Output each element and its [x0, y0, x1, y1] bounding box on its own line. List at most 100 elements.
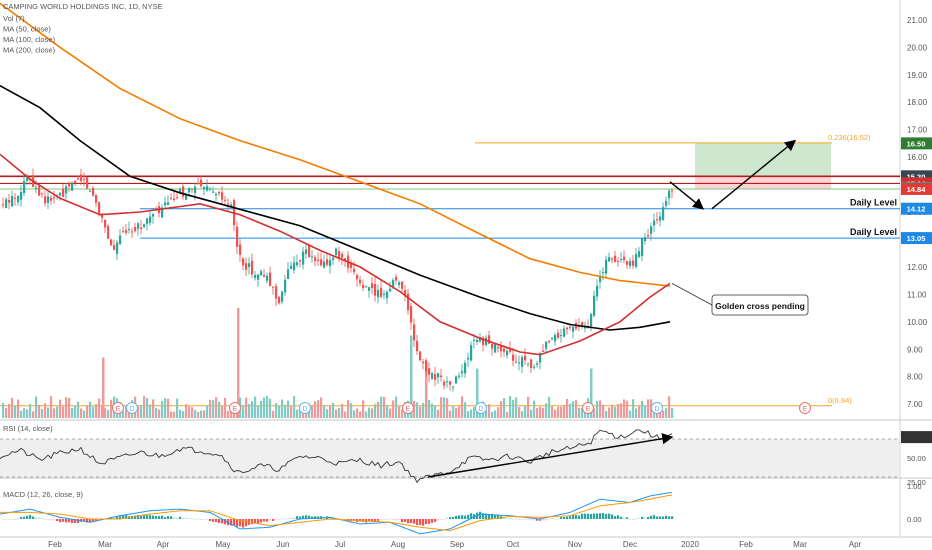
candle-body [329, 260, 332, 267]
price-label-badge [901, 202, 932, 215]
volume-bar [86, 405, 89, 418]
candle-body [602, 272, 605, 274]
volume-bar [221, 406, 224, 418]
candle-body [53, 197, 56, 199]
x-tick-label: Apr [157, 540, 170, 549]
macd-histogram-bar [17, 518, 20, 520]
volume-bar [488, 404, 491, 418]
macd-histogram-bar [188, 518, 191, 520]
volume-bar [269, 398, 272, 418]
volume-bar [539, 406, 542, 418]
dividend-marker-icon[interactable] [299, 402, 311, 414]
candle-body [131, 231, 134, 233]
candle-body [257, 274, 260, 280]
rsi-label: RSI (14, close) [3, 424, 53, 433]
macd-histogram-bar [662, 516, 665, 519]
macd-histogram-bar [479, 511, 482, 519]
volume-bar [548, 396, 551, 418]
macd-histogram-bar [458, 515, 461, 519]
macd-histogram-bar [419, 519, 422, 526]
volume-bar [68, 397, 71, 418]
earnings-marker-icon[interactable] [799, 402, 811, 414]
volume-bar [563, 405, 566, 418]
volume-bar [110, 399, 113, 418]
candle-body [662, 207, 665, 220]
macd-histogram-bar [146, 515, 149, 519]
y-tick-label: 19.00 [907, 71, 928, 80]
candle-body [8, 200, 11, 203]
volume-bar [395, 396, 398, 418]
candle-body [413, 324, 416, 341]
candle-body [212, 191, 215, 193]
candle-body [638, 251, 641, 258]
volume-bar [17, 399, 20, 418]
candle-body [590, 313, 593, 327]
candle-body [608, 257, 611, 262]
volume-bar [458, 406, 461, 418]
macd-histogram-bar [11, 518, 14, 520]
macd-histogram-bar [170, 516, 173, 519]
indicator-legend-item: MA (200, close) [3, 46, 56, 55]
volume-bar [638, 405, 641, 418]
candle-body [380, 287, 383, 297]
candle-body [134, 226, 137, 231]
volume-bar [77, 401, 80, 418]
candle-body [524, 355, 527, 361]
macd-histogram-bar [449, 517, 452, 519]
candle-body [581, 322, 584, 326]
candle-body [386, 291, 389, 299]
earnings-marker-icon[interactable] [402, 402, 414, 414]
candle-body [185, 194, 188, 200]
candle-body [572, 326, 575, 332]
volume-bar [248, 404, 251, 418]
volume-bar [500, 401, 503, 418]
candle-body [86, 177, 89, 189]
dividend-marker-icon[interactable] [651, 402, 663, 414]
volume-bar [89, 401, 92, 418]
volume-bar [356, 408, 359, 418]
macd-histogram-bar [149, 515, 152, 519]
candle-body [2, 204, 5, 206]
candle-body [356, 275, 359, 280]
candle-body [506, 350, 509, 356]
volume-bar [212, 400, 215, 418]
candle-body [473, 339, 476, 341]
macd-histogram-bar [197, 518, 200, 520]
candle-body [530, 359, 533, 369]
volume-bar [266, 396, 269, 418]
candle-body [299, 259, 302, 262]
projection-arrow-down [669, 181, 705, 210]
macd-histogram-bar [620, 516, 623, 519]
macd-histogram-bar [263, 519, 266, 522]
earnings-marker-icon[interactable] [582, 402, 594, 414]
candle-body [140, 227, 143, 229]
earnings-marker-icon[interactable] [112, 402, 124, 414]
macd-histogram-bar [173, 517, 176, 519]
volume-bar [38, 404, 41, 418]
candle-body [317, 259, 320, 261]
candle-body [302, 251, 305, 265]
candle-body [482, 337, 485, 345]
volume-bar [188, 406, 191, 418]
candle-body [536, 363, 539, 365]
candle-body [173, 198, 176, 200]
earnings-marker-icon[interactable] [229, 402, 241, 414]
candle-body [188, 187, 191, 193]
dividend-marker-icon[interactable] [475, 402, 487, 414]
macd-histogram-bar [599, 513, 602, 519]
macd-histogram-bar [632, 518, 635, 520]
candle-body [170, 197, 173, 199]
dividend-marker-icon[interactable] [126, 402, 138, 414]
volume-bar [164, 398, 167, 418]
macd-histogram-bar [629, 519, 632, 520]
volume-bar [620, 403, 623, 418]
macd-histogram-bar [272, 519, 275, 522]
macd-histogram-bar [563, 517, 566, 519]
volume-bar [365, 411, 368, 418]
volume-bar [401, 409, 404, 418]
x-tick-label: Feb [739, 540, 753, 549]
volume-bar [428, 400, 431, 418]
macd-histogram-bar [617, 515, 620, 519]
